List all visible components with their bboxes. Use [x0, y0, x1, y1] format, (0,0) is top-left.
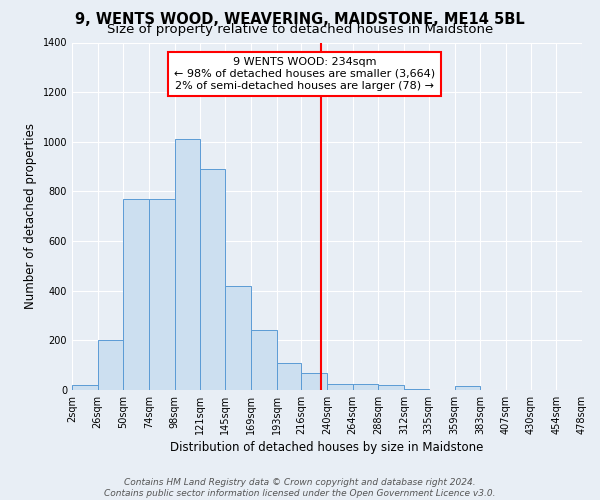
Bar	[353, 384, 379, 390]
Bar	[277, 362, 301, 390]
Text: 9, WENTS WOOD, WEAVERING, MAIDSTONE, ME14 5BL: 9, WENTS WOOD, WEAVERING, MAIDSTONE, ME1…	[75, 12, 525, 28]
Bar	[455, 386, 480, 390]
Bar	[199, 169, 225, 390]
Bar	[404, 389, 429, 390]
Y-axis label: Number of detached properties: Number of detached properties	[24, 123, 37, 309]
Bar	[251, 330, 277, 390]
Bar	[327, 384, 353, 390]
X-axis label: Distribution of detached houses by size in Maidstone: Distribution of detached houses by size …	[170, 441, 484, 454]
Text: Size of property relative to detached houses in Maidstone: Size of property relative to detached ho…	[107, 22, 493, 36]
Text: 9 WENTS WOOD: 234sqm
← 98% of detached houses are smaller (3,664)
2% of semi-det: 9 WENTS WOOD: 234sqm ← 98% of detached h…	[174, 58, 435, 90]
Bar	[301, 372, 327, 390]
Bar	[124, 199, 149, 390]
Bar	[379, 385, 404, 390]
Bar	[98, 340, 124, 390]
Bar	[225, 286, 251, 390]
Bar	[175, 140, 199, 390]
Text: Contains HM Land Registry data © Crown copyright and database right 2024.
Contai: Contains HM Land Registry data © Crown c…	[104, 478, 496, 498]
Bar	[72, 385, 98, 390]
Bar	[149, 199, 175, 390]
